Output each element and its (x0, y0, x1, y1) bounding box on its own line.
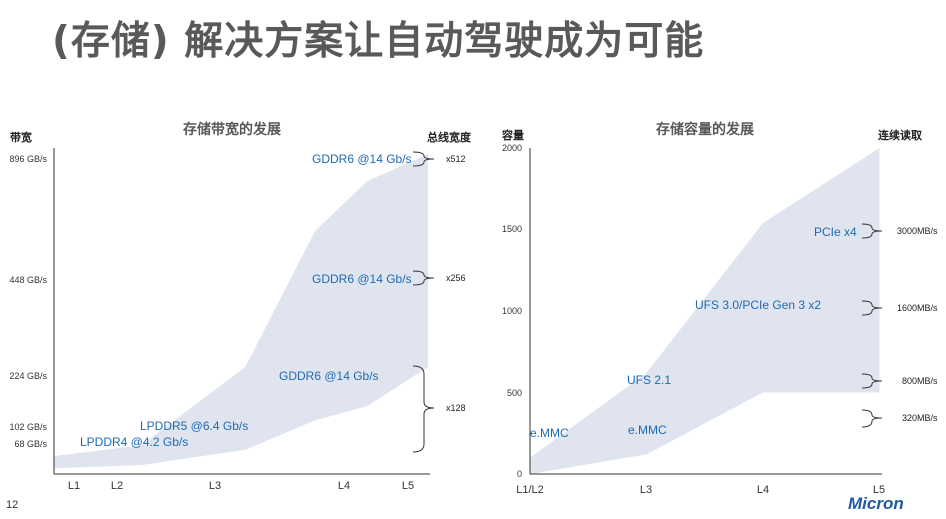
page-title: (存储) 解决方案让自动驾驶成为可能 (52, 19, 705, 64)
data-label: e.MMC (628, 423, 667, 437)
y-tick-label: 68 GB/s (14, 439, 47, 449)
data-label: LPDDR5 @6.4 Gb/s (140, 419, 248, 433)
y-tick-label: 1000 (502, 306, 522, 316)
bus-width-brackets (412, 151, 435, 453)
x-tick-label: L1 (68, 480, 80, 492)
x-tick-label: L1/L2 (516, 484, 544, 496)
capacity-chart-title: 存储容量的发展 (656, 121, 754, 137)
bandwidth-chart-title: 存储带宽的发展 (183, 121, 281, 137)
y-tick-label: 1500 (502, 224, 522, 234)
x-tick-label: L2 (111, 480, 123, 492)
bandwidth-x-ticks: L1 L2 L3 L4 L5 (68, 480, 414, 492)
capacity-labels: PCIe x4 UFS 3.0/PCIe Gen 3 x2 UFS 2.1 e.… (530, 225, 857, 440)
data-label: GDDR6 @14 Gb/s (279, 369, 379, 383)
read-speed-label: 800MB/s (902, 376, 938, 386)
read-speed-label: 1600MB/s (897, 303, 938, 313)
capacity-x-ticks: L1/L2 L3 L4 L5 (516, 484, 885, 496)
bus-width-label: x256 (446, 273, 466, 283)
bandwidth-area (54, 154, 429, 469)
capacity-chart: 存储容量的发展 容量 连续读取 2000 1500 1000 500 0 L1/… (501, 121, 938, 496)
bus-width-values: x512 x256 x128 (446, 154, 466, 413)
read-speed-brackets (861, 223, 883, 428)
x-tick-label: L3 (209, 480, 221, 492)
y-tick-label: 896 GB/s (9, 154, 47, 164)
data-label: UFS 2.1 (627, 373, 671, 387)
data-label: UFS 3.0/PCIe Gen 3 x2 (695, 298, 821, 312)
bandwidth-chart: 存储带宽的发展 带宽 总线宽度 896 GB/s 448 GB/s 224 GB… (9, 121, 472, 492)
read-speed-header: 连续读取 (878, 128, 922, 142)
capacity-area (530, 148, 880, 474)
bus-width-label: x512 (446, 154, 466, 164)
bus-width-label: x128 (446, 403, 466, 413)
x-tick-label: L4 (338, 480, 350, 492)
x-tick-label: L5 (402, 480, 414, 492)
read-speed-values: 3000MB/s 1600MB/s 800MB/s 320MB/s (897, 226, 938, 423)
capacity-y-axis-label: 容量 (501, 128, 524, 142)
x-tick-label: L4 (757, 484, 769, 496)
bandwidth-labels: GDDR6 @14 Gb/s GDDR6 @14 Gb/s GDDR6 @14 … (80, 152, 412, 449)
bus-width-header: 总线宽度 (427, 130, 472, 144)
y-tick-label: 102 GB/s (9, 422, 47, 432)
y-tick-label: 0 (517, 469, 522, 479)
read-speed-label: 3000MB/s (897, 226, 938, 236)
y-tick-label: 224 GB/s (9, 371, 47, 381)
y-tick-label: 2000 (502, 143, 522, 153)
bandwidth-y-ticks: 896 GB/s 448 GB/s 224 GB/s 102 GB/s 68 G… (9, 154, 47, 449)
read-speed-label: 320MB/s (902, 413, 938, 423)
data-label: GDDR6 @14 Gb/s (312, 272, 412, 286)
x-tick-label: L3 (640, 484, 652, 496)
bandwidth-y-axis-label: 带宽 (10, 130, 32, 144)
data-label: e.MMC (530, 426, 569, 440)
data-label: GDDR6 @14 Gb/s (312, 152, 412, 166)
micron-logo: Micron (848, 494, 904, 513)
y-tick-label: 500 (507, 388, 522, 398)
x-tick-label: L5 (873, 484, 885, 496)
page-number: 12 (6, 499, 19, 511)
data-label: LPDDR4 @4.2 Gb/s (80, 435, 188, 449)
y-tick-label: 448 GB/s (9, 275, 47, 285)
data-label: PCIe x4 (814, 225, 857, 239)
capacity-y-ticks: 2000 1500 1000 500 0 (502, 143, 522, 479)
